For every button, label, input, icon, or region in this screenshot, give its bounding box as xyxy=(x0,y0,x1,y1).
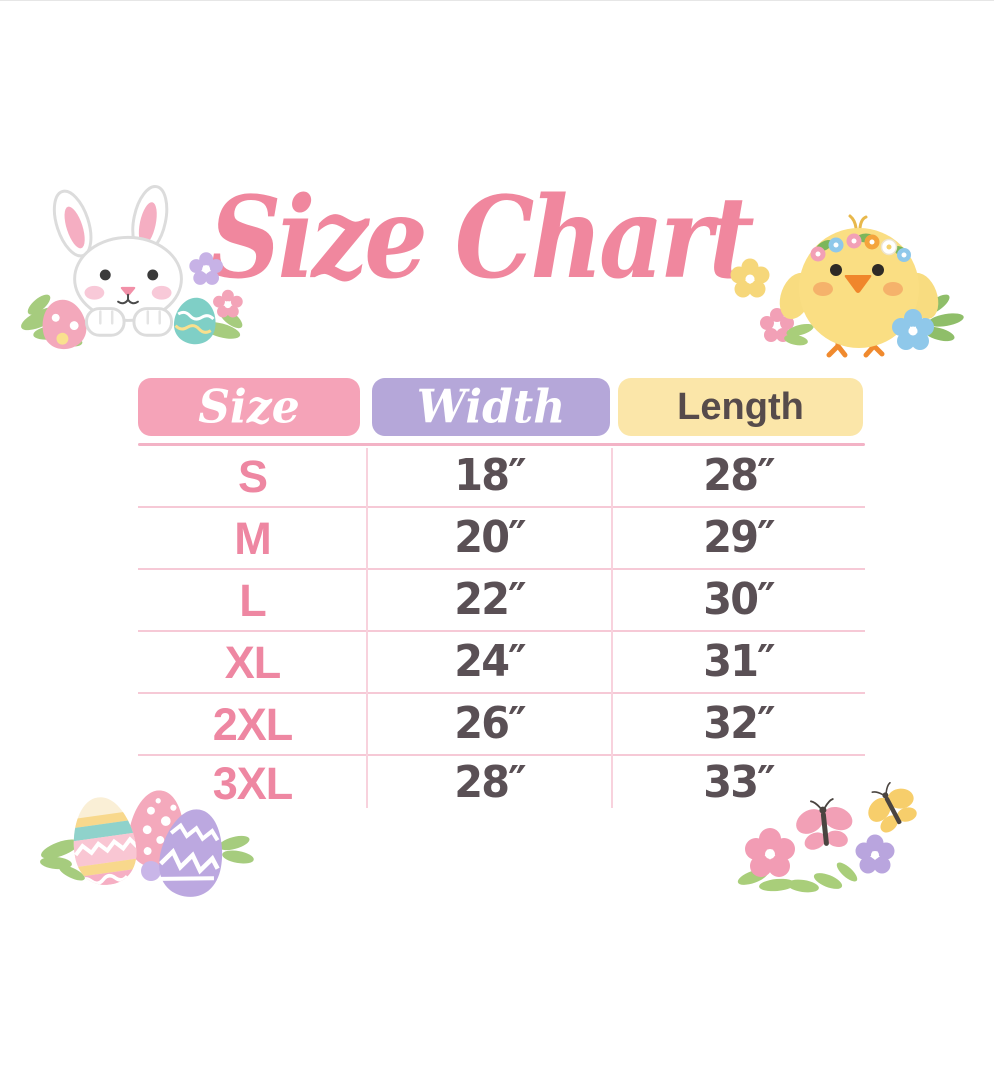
table-header: Size Width Length xyxy=(138,378,865,436)
pink-butterfly-icon xyxy=(796,798,853,850)
width-cell: 22″ xyxy=(454,574,526,625)
column-header-width-label: Width xyxy=(416,380,566,434)
bunny-eye-right xyxy=(147,269,159,281)
chick-eye-left xyxy=(830,264,842,276)
pink-flower-icon xyxy=(213,289,243,318)
striped-egg-icon xyxy=(67,793,141,889)
yellow-flower-icon xyxy=(730,258,770,298)
length-cell: 31″ xyxy=(703,636,775,687)
bunny-mouth xyxy=(117,293,139,305)
bunny-paws xyxy=(85,307,174,337)
chick-beak xyxy=(844,275,872,293)
width-cell: 28″ xyxy=(454,757,526,808)
bunny-head xyxy=(73,235,183,322)
leaves xyxy=(40,835,254,881)
flower-crown xyxy=(810,233,911,262)
chick-cheek-right xyxy=(883,282,903,296)
size-cell: S xyxy=(237,450,268,502)
width-cell: 20″ xyxy=(454,512,526,563)
size-table: Size Width Length S 18″ 28″ M 20″ 29″ xyxy=(138,378,865,810)
column-divider xyxy=(611,448,613,808)
width-cell: 24″ xyxy=(454,636,526,687)
length-cell: 28″ xyxy=(703,450,775,501)
column-divider xyxy=(366,448,368,808)
easter-chick-icon xyxy=(730,210,970,360)
table-row: 2XL 26″ 32″ xyxy=(138,694,865,756)
blue-flower-icon xyxy=(892,309,934,350)
length-cell: 29″ xyxy=(703,512,775,563)
bunny-nose xyxy=(120,286,136,296)
table-row: 3XL 28″ 33″ xyxy=(138,756,865,810)
column-header-length-label: Length xyxy=(677,385,804,428)
photo-top-edge xyxy=(0,0,994,1)
lavender-ball xyxy=(141,861,161,881)
purple-flower-icon xyxy=(855,834,895,874)
bunny-cheek-left xyxy=(84,285,105,300)
size-cell: L xyxy=(239,574,267,626)
leaves xyxy=(737,862,858,893)
header-underline xyxy=(138,443,865,446)
pink-egg-icon xyxy=(42,299,87,350)
easter-eggs-icon xyxy=(38,783,258,898)
chick-eye-right xyxy=(872,264,884,276)
bunny-ears xyxy=(52,185,169,258)
easter-bunny-icon xyxy=(10,182,250,360)
leaves xyxy=(784,323,814,346)
width-cell: 26″ xyxy=(454,698,526,749)
chick-cheek-left xyxy=(813,282,833,296)
table-body: S 18″ 28″ M 20″ 29″ L 22″ 30″ XL 24″ 31″… xyxy=(138,446,865,810)
width-cell: 18″ xyxy=(454,450,526,501)
flowers-butterflies-icon xyxy=(735,782,965,897)
purple-flower-icon xyxy=(189,252,223,285)
table-row: XL 24″ 31″ xyxy=(138,632,865,694)
size-cell: M xyxy=(234,512,272,564)
table-row: L 22″ 30″ xyxy=(138,570,865,632)
length-cell: 30″ xyxy=(703,574,775,625)
bunny-eye-left xyxy=(99,269,111,281)
size-cell: 2XL xyxy=(212,698,294,750)
column-header-size: Size xyxy=(138,378,360,436)
yellow-butterfly-icon xyxy=(868,782,917,833)
size-cell: XL xyxy=(224,636,282,688)
column-header-width: Width xyxy=(372,378,610,436)
table-row: M 20″ 29″ xyxy=(138,508,865,570)
length-cell: 33″ xyxy=(703,757,775,808)
column-header-size-label: Size xyxy=(198,380,300,434)
pink-flower-icon xyxy=(745,828,795,877)
length-cell: 32″ xyxy=(703,698,775,749)
column-header-length: Length xyxy=(618,378,863,436)
page-title: Size Chart xyxy=(209,171,754,304)
teal-egg-icon xyxy=(173,297,216,345)
table-row: S 18″ 28″ xyxy=(138,446,865,508)
purple-egg-icon xyxy=(153,804,231,898)
size-cell: 3XL xyxy=(212,757,294,809)
bunny-cheek-right xyxy=(151,285,172,300)
chick-tuft xyxy=(848,214,868,230)
